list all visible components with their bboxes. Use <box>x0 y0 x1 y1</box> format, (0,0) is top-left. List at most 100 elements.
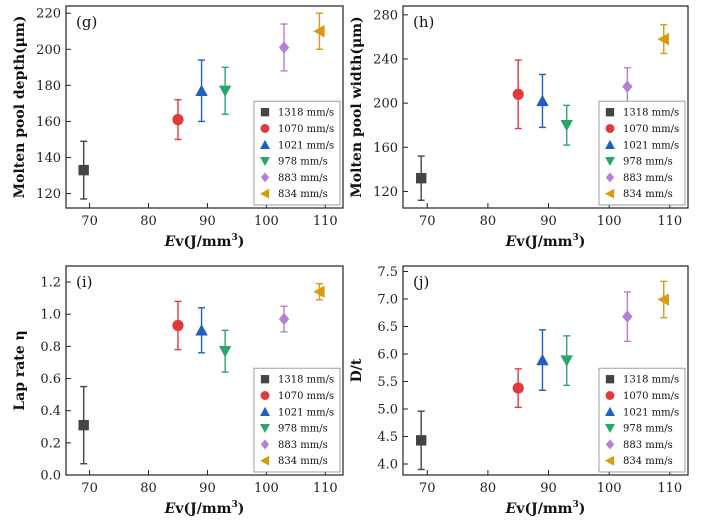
x-tick-label: 110 <box>313 481 338 496</box>
data-point <box>278 312 290 326</box>
y-axis-label: Molten pool depth(μm) <box>12 16 28 199</box>
legend-marker <box>260 375 270 384</box>
legend-swatch <box>260 156 270 167</box>
y-axis-label: Molten pool width(μm) <box>349 16 365 197</box>
legend-swatch <box>605 188 615 199</box>
legend-marker <box>605 391 615 400</box>
y-tick-label: 1.0 <box>40 308 61 323</box>
y-tick-label: 200 <box>373 97 398 112</box>
x-axis-label: Ev(J/mm3) <box>164 233 245 250</box>
x-tick-label: 100 <box>254 214 279 229</box>
panel-label: (j) <box>413 273 429 291</box>
data-point <box>172 114 184 126</box>
y-tick-label: 0.0 <box>40 469 61 484</box>
y-tick-label: 160 <box>36 115 61 130</box>
y-tick-label: 240 <box>373 52 398 67</box>
y-tick-label: 120 <box>36 187 61 202</box>
data-point <box>313 25 325 38</box>
x-tick-label: 80 <box>480 214 497 229</box>
legend-swatch <box>605 406 615 416</box>
legend-marker <box>605 108 615 117</box>
legend-swatch <box>605 139 615 149</box>
legend-label: 1318 mm/s <box>278 108 334 119</box>
legend-box <box>253 367 341 473</box>
legend-swatch <box>605 375 615 384</box>
data-point <box>313 285 325 298</box>
legend-marker <box>260 124 270 133</box>
legend-label: 1318 mm/s <box>623 375 679 386</box>
y-tick-label: 0.8 <box>40 340 61 355</box>
data-point <box>512 382 524 394</box>
legend-swatch <box>605 172 615 183</box>
plot-frame <box>402 5 689 209</box>
x-tick-label: 70 <box>81 481 98 496</box>
plot-frame <box>65 5 344 209</box>
data-point <box>218 85 232 97</box>
data-point <box>195 324 208 336</box>
legend-marker <box>605 172 615 183</box>
legend-marker <box>260 156 270 167</box>
y-axis-label: Lap rate η <box>12 330 28 410</box>
y-tick-label: 6.0 <box>377 348 398 363</box>
legend-label: 883 mm/s <box>623 173 673 184</box>
data-point <box>536 353 549 366</box>
legend-marker <box>260 188 270 199</box>
legend-swatch <box>605 423 615 434</box>
legend-swatch <box>605 108 615 117</box>
legend-marker <box>260 406 270 416</box>
y-tick-label: 4.5 <box>377 430 398 445</box>
legend-box <box>598 367 686 473</box>
legend-label: 978 mm/s <box>623 157 673 168</box>
y-tick-label: 280 <box>373 8 398 23</box>
legend-marker <box>260 423 270 434</box>
x-axis-label: Ev(J/mm3) <box>505 500 586 517</box>
x-axis-label-var: E <box>505 501 517 517</box>
data-point <box>195 84 208 96</box>
plot-frame <box>65 265 344 476</box>
panel-label: (h) <box>413 13 434 31</box>
y-tick-label: 0.2 <box>40 436 61 451</box>
legend-swatch <box>605 439 615 450</box>
y-tick-label: 6.5 <box>377 320 398 335</box>
y-tick-label: 200 <box>36 43 61 58</box>
y-tick-label: 5.5 <box>377 375 398 390</box>
x-tick-label: 90 <box>540 481 557 496</box>
x-axis-label: Ev(J/mm3) <box>505 233 586 250</box>
data-point <box>78 164 89 176</box>
legend-label: 1070 mm/s <box>623 124 679 135</box>
y-tick-label: 5.0 <box>377 403 398 418</box>
y-tick-label: 120 <box>373 185 398 200</box>
y-tick-label: 220 <box>36 7 61 22</box>
chart-panel-3: 70 80 90 100 110 4.0 4.5 5.0 5.5 6.0 6.5 7.0 7.5 (j) E… <box>349 265 689 517</box>
x-axis-label-end: ) <box>579 501 586 517</box>
y-tick-label: 140 <box>36 151 61 166</box>
x-tick-label: 110 <box>657 214 682 229</box>
data-point <box>560 120 573 132</box>
legend-label: 1070 mm/s <box>278 391 334 402</box>
legend-swatch <box>260 375 270 384</box>
x-axis-label-unit: v(J/mm <box>174 501 231 517</box>
legend-label: 1021 mm/s <box>623 140 679 151</box>
x-tick-label: 110 <box>313 214 338 229</box>
x-tick-label: 90 <box>199 214 216 229</box>
x-tick-label: 80 <box>140 481 157 496</box>
x-axis-label-unit: v(J/mm <box>174 234 231 250</box>
y-tick-label: 160 <box>373 141 398 156</box>
data-point <box>536 94 549 107</box>
legend-label: 1070 mm/s <box>623 391 679 402</box>
data-point <box>415 435 427 446</box>
legend-marker <box>605 124 615 133</box>
panel-label: (g) <box>76 13 97 31</box>
data-point <box>512 88 524 100</box>
legend-marker <box>260 139 270 149</box>
x-tick-label: 70 <box>81 214 98 229</box>
legend-marker <box>605 423 615 434</box>
x-axis-label-sup: 3 <box>231 233 237 243</box>
y-tick-label: 1.2 <box>40 276 61 291</box>
legend-swatch <box>260 455 270 466</box>
x-axis-label-unit: v(J/mm <box>515 501 572 517</box>
legend-swatch <box>260 391 270 400</box>
data-point <box>218 346 232 358</box>
y-tick-label: 7.5 <box>377 265 398 280</box>
